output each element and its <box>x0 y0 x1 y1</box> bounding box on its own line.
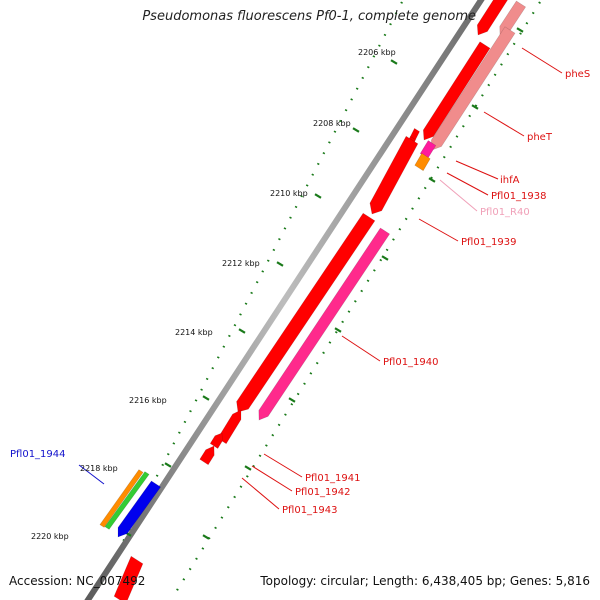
leader-line <box>455 160 499 180</box>
ruler-tick-inner <box>288 397 296 403</box>
feature-pheS-top[interactable] <box>476 0 508 36</box>
ruler-tick-inner <box>202 534 210 540</box>
gene-label[interactable]: Pfl01_1944 <box>10 449 66 460</box>
tick-label: 2210 kbp <box>270 189 308 198</box>
feature-green[interactable] <box>104 471 150 530</box>
tick-labels: 2206 kbp 2208 kbp 2210 kbp 2212 kbp 2214 kbp… <box>31 48 396 541</box>
ruler-tick-inner <box>334 327 342 333</box>
gene-label[interactable]: Pfl01_1938 <box>491 191 547 202</box>
feature-Pfl01_1943[interactable] <box>199 445 215 466</box>
feature-pheT-red[interactable] <box>422 41 491 141</box>
feature-bottom-red[interactable] <box>113 555 144 600</box>
gene-label[interactable]: Pfl01_1943 <box>282 505 338 516</box>
ruler-tick-inner <box>428 177 436 183</box>
ruler-tick-inner <box>516 27 524 33</box>
leader-line <box>439 179 478 212</box>
genome-backbone <box>84 0 485 600</box>
feature-Pfl01_1939[interactable] <box>369 135 419 215</box>
ruler-tick <box>238 328 246 334</box>
gene-label[interactable]: Pfl01_1939 <box>461 237 517 248</box>
leader-line <box>263 453 303 478</box>
topology-text: Topology: circular; Length: 6,438,405 bp… <box>260 574 590 588</box>
feature-Pfl01_1940[interactable] <box>258 227 391 421</box>
tick-label: 2212 kbp <box>222 259 260 268</box>
gene-labels: pheS pheT ihfA Pfl01_1938 Pfl01_R40 Pfl01_193… <box>10 69 590 516</box>
features <box>99 0 527 600</box>
leader-line <box>446 172 489 196</box>
feature-Pfl01_1944[interactable] <box>117 480 162 538</box>
gene-label[interactable]: Pfl01_1942 <box>295 487 351 498</box>
leader-line <box>78 464 105 485</box>
gene-label[interactable]: pheT <box>527 132 553 143</box>
feature-Pfl01_1942[interactable] <box>209 432 223 449</box>
leader-line <box>241 477 280 510</box>
ruler-tick-inner <box>244 465 252 471</box>
gene-label[interactable]: ihfA <box>500 175 520 186</box>
tick-label: 2208 kbp <box>313 119 351 128</box>
ruler-tick-inner <box>381 255 389 261</box>
gene-label[interactable]: Pfl01_1940 <box>383 357 439 368</box>
ruler-tick-inner <box>471 104 479 110</box>
map-title: Pseudomonas fluorescens Pf0-1, complete … <box>142 9 476 24</box>
gene-label[interactable]: Pfl01_1941 <box>305 473 361 484</box>
tick-label: 2220 kbp <box>31 532 69 541</box>
tick-label: 2216 kbp <box>129 396 167 405</box>
gene-label[interactable]: pheS <box>565 69 590 80</box>
ruler-tick <box>164 462 172 468</box>
feature-pheT[interactable] <box>431 26 516 151</box>
ruler-track-inner <box>175 1 541 593</box>
feature-Pfl01_1938[interactable] <box>414 152 431 172</box>
label-leaders <box>78 47 563 510</box>
tick-label: 2206 kbp <box>358 48 396 57</box>
ruler-tick <box>352 127 360 133</box>
tick-label: 2214 kbp <box>175 328 213 337</box>
leader-line <box>418 218 459 242</box>
accession-text: Accession: NC_007492 <box>9 574 146 588</box>
ruler-ticks <box>124 27 524 540</box>
feature-Pfl01_1940-red[interactable] <box>236 212 376 413</box>
ruler-tick <box>390 59 398 65</box>
ruler-tick <box>276 261 284 267</box>
feature-orange-left[interactable] <box>99 469 144 528</box>
gene-label[interactable]: Pfl01_R40 <box>480 207 530 218</box>
leader-line <box>341 335 381 362</box>
leader-line <box>521 47 563 74</box>
leader-line <box>483 111 525 137</box>
ruler-tick <box>202 395 210 401</box>
leader-line <box>251 465 293 492</box>
ruler-tick <box>314 193 322 199</box>
tick-label: 2218 kbp <box>80 464 118 473</box>
